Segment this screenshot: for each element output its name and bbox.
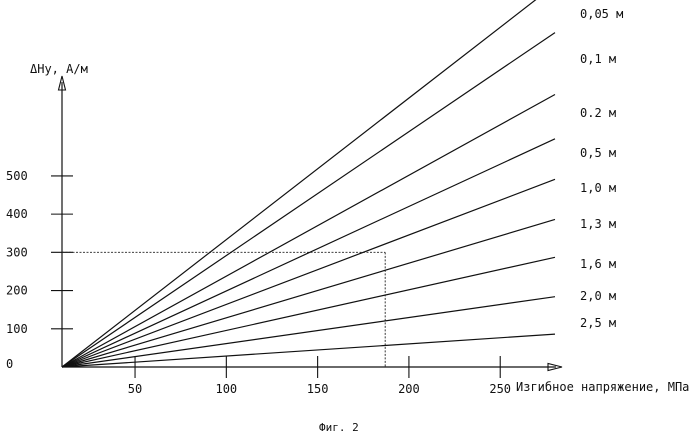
series-label-6: 1,3 м <box>580 217 616 231</box>
y-tick-label-300: 300 <box>6 245 28 259</box>
series-label-5: 1,0 м <box>580 181 616 195</box>
ticks: 0 100 200 300 400 500 50 100 150 200 250 <box>6 169 511 396</box>
series-lines: 0,05 м 0,1 м 0.2 м 0,5 м 1,0 м 1,3 м 1,6 м 2,0 … <box>62 0 623 367</box>
y-axis-title: ΔHy, A/м <box>30 62 88 76</box>
series-line-3 <box>62 94 555 367</box>
series-label-7: 1,6 м <box>580 257 616 271</box>
x-axis-title: Изгибное напряжение, МПа <box>516 380 689 394</box>
series-line-6 <box>62 219 555 367</box>
guide-lines <box>62 252 385 367</box>
series-label-1: 0,05 м <box>580 7 623 21</box>
x-tick-label-150: 150 <box>307 382 329 396</box>
series-line-8 <box>62 297 555 367</box>
series-label-8: 2,0 м <box>580 289 616 303</box>
figure-caption: Фиг. 2 <box>319 421 359 434</box>
series-label-3: 0.2 м <box>580 106 616 120</box>
series-label-2: 0,1 м <box>580 52 616 66</box>
series-line-2 <box>62 33 555 367</box>
y-tick-label-0: 0 <box>6 357 13 371</box>
y-tick-label-100: 100 <box>6 322 28 336</box>
x-tick-label-200: 200 <box>398 382 420 396</box>
axes <box>59 76 563 371</box>
series-label-4: 0,5 м <box>580 146 616 160</box>
series-label-9: 2,5 м <box>580 316 616 330</box>
y-tick-label-200: 200 <box>6 284 28 298</box>
y-tick-label-400: 400 <box>6 207 28 221</box>
x-tick-label-50: 50 <box>128 382 142 396</box>
y-tick-label-500: 500 <box>6 169 28 183</box>
x-tick-label-250: 250 <box>489 382 511 396</box>
series-line-4 <box>62 139 555 367</box>
x-tick-label-100: 100 <box>215 382 237 396</box>
